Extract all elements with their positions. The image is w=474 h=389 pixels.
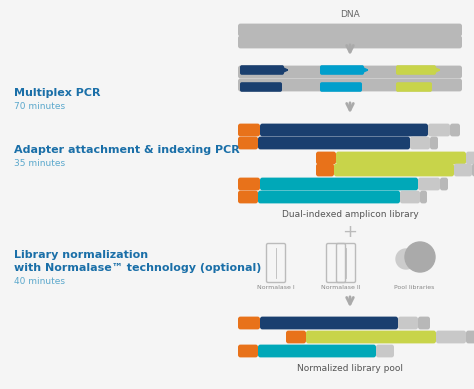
FancyBboxPatch shape bbox=[316, 152, 336, 165]
FancyBboxPatch shape bbox=[396, 82, 432, 92]
FancyBboxPatch shape bbox=[238, 24, 462, 37]
FancyBboxPatch shape bbox=[238, 317, 260, 329]
Text: 40 minutes: 40 minutes bbox=[14, 277, 65, 286]
FancyBboxPatch shape bbox=[472, 164, 474, 176]
FancyBboxPatch shape bbox=[260, 124, 428, 137]
FancyBboxPatch shape bbox=[238, 36, 462, 48]
Text: 35 minutes: 35 minutes bbox=[14, 158, 65, 168]
FancyBboxPatch shape bbox=[320, 65, 364, 75]
FancyBboxPatch shape bbox=[440, 178, 448, 190]
FancyBboxPatch shape bbox=[418, 178, 440, 190]
FancyBboxPatch shape bbox=[428, 124, 450, 137]
FancyBboxPatch shape bbox=[238, 137, 258, 149]
FancyBboxPatch shape bbox=[334, 164, 454, 176]
FancyBboxPatch shape bbox=[238, 345, 258, 357]
FancyBboxPatch shape bbox=[376, 345, 394, 357]
Text: with Normalase™ technology (optional): with Normalase™ technology (optional) bbox=[14, 263, 261, 273]
FancyBboxPatch shape bbox=[466, 152, 474, 165]
Text: Adapter attachment & indexing PCR: Adapter attachment & indexing PCR bbox=[14, 145, 240, 155]
FancyBboxPatch shape bbox=[410, 137, 430, 149]
FancyBboxPatch shape bbox=[258, 345, 376, 357]
FancyBboxPatch shape bbox=[316, 164, 334, 176]
FancyBboxPatch shape bbox=[466, 331, 474, 343]
FancyBboxPatch shape bbox=[436, 331, 466, 343]
FancyBboxPatch shape bbox=[258, 191, 400, 203]
Circle shape bbox=[405, 242, 435, 272]
Text: Dual-indexed amplicon library: Dual-indexed amplicon library bbox=[282, 210, 419, 219]
FancyBboxPatch shape bbox=[396, 65, 436, 75]
Text: DNA: DNA bbox=[340, 10, 360, 19]
FancyBboxPatch shape bbox=[238, 79, 462, 91]
Circle shape bbox=[396, 249, 416, 269]
FancyBboxPatch shape bbox=[258, 137, 410, 149]
Text: 70 minutes: 70 minutes bbox=[14, 102, 65, 110]
FancyBboxPatch shape bbox=[286, 331, 306, 343]
FancyBboxPatch shape bbox=[420, 191, 427, 203]
Text: Normalase II: Normalase II bbox=[321, 285, 361, 290]
Text: Multiplex PCR: Multiplex PCR bbox=[14, 88, 100, 98]
FancyBboxPatch shape bbox=[240, 82, 282, 92]
FancyBboxPatch shape bbox=[238, 124, 260, 137]
FancyBboxPatch shape bbox=[450, 124, 460, 137]
FancyBboxPatch shape bbox=[418, 317, 430, 329]
Text: +: + bbox=[343, 223, 357, 241]
Text: Pool libraries: Pool libraries bbox=[394, 285, 434, 290]
FancyBboxPatch shape bbox=[400, 191, 420, 203]
FancyBboxPatch shape bbox=[398, 317, 418, 329]
Text: Normalase I: Normalase I bbox=[257, 285, 295, 290]
FancyBboxPatch shape bbox=[260, 178, 418, 190]
FancyBboxPatch shape bbox=[454, 164, 472, 176]
FancyBboxPatch shape bbox=[240, 65, 284, 75]
FancyBboxPatch shape bbox=[238, 191, 258, 203]
FancyBboxPatch shape bbox=[430, 137, 438, 149]
FancyBboxPatch shape bbox=[238, 66, 462, 79]
FancyBboxPatch shape bbox=[336, 152, 466, 165]
Text: Library normalization: Library normalization bbox=[14, 250, 148, 260]
FancyBboxPatch shape bbox=[320, 82, 362, 92]
FancyBboxPatch shape bbox=[306, 331, 436, 343]
FancyBboxPatch shape bbox=[260, 317, 398, 329]
FancyBboxPatch shape bbox=[238, 178, 260, 190]
Text: Normalized library pool: Normalized library pool bbox=[297, 364, 403, 373]
